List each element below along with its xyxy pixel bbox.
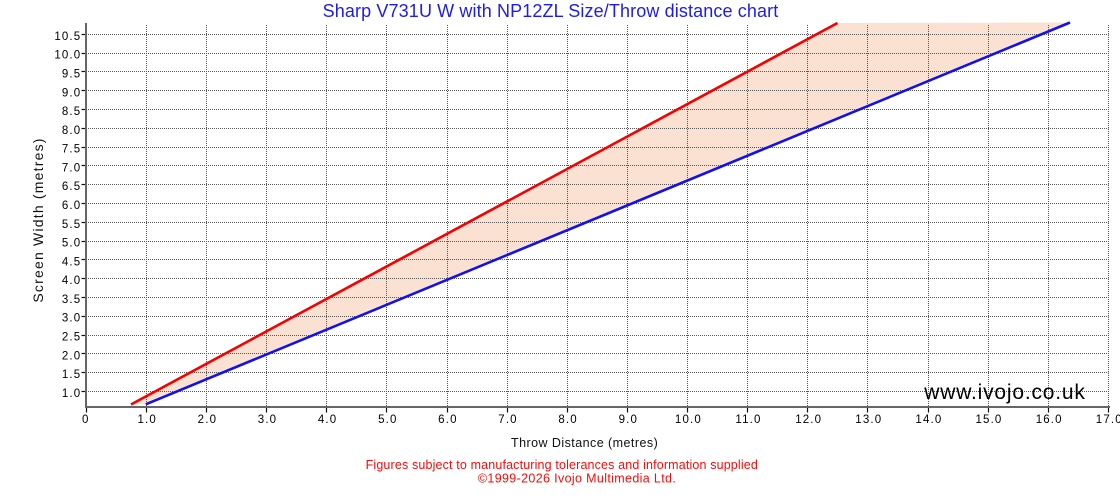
svg-text:9.0: 9.0	[619, 414, 638, 426]
svg-text:14.0: 14.0	[915, 414, 942, 426]
svg-text:10.0: 10.0	[54, 50, 81, 62]
svg-text:2.5: 2.5	[62, 332, 81, 344]
svg-text:6.5: 6.5	[62, 181, 81, 193]
svg-text:2.0: 2.0	[198, 414, 217, 426]
svg-text:13.0: 13.0	[855, 414, 882, 426]
svg-text:7.0: 7.0	[62, 162, 81, 174]
svg-text:10.5: 10.5	[54, 31, 81, 43]
svg-text:5.0: 5.0	[378, 414, 397, 426]
svg-text:9.5: 9.5	[62, 69, 81, 81]
svg-text:www.ivojo.co.uk: www.ivojo.co.uk	[923, 381, 1085, 404]
svg-text:1.0: 1.0	[62, 388, 81, 400]
svg-text:0: 0	[82, 414, 90, 426]
svg-text:7.0: 7.0	[498, 414, 517, 426]
svg-text:Throw Distance (metres): Throw Distance (metres)	[511, 436, 658, 450]
svg-text:Sharp V731U W with NP12ZL Size: Sharp V731U W with NP12ZL Size/Throw dis…	[323, 1, 779, 21]
svg-text:2.0: 2.0	[62, 350, 81, 362]
svg-text:3.0: 3.0	[62, 313, 81, 325]
svg-text:4.0: 4.0	[62, 275, 81, 287]
svg-text:4.5: 4.5	[62, 256, 81, 268]
svg-text:3.5: 3.5	[62, 294, 81, 306]
svg-text:12.0: 12.0	[795, 414, 822, 426]
svg-text:4.0: 4.0	[318, 414, 337, 426]
svg-text:5.5: 5.5	[62, 219, 81, 231]
svg-text:7.5: 7.5	[62, 144, 81, 156]
svg-text:©1999-2026 Ivojo Multimedia Lt: ©1999-2026 Ivojo Multimedia Ltd.	[478, 472, 676, 486]
svg-text:8.5: 8.5	[62, 106, 81, 118]
svg-text:10.0: 10.0	[675, 414, 702, 426]
svg-text:8.0: 8.0	[62, 125, 81, 137]
svg-text:6.0: 6.0	[62, 200, 81, 212]
svg-text:1.5: 1.5	[62, 369, 81, 381]
svg-text:15.0: 15.0	[976, 414, 1003, 426]
svg-text:16.0: 16.0	[1036, 414, 1063, 426]
svg-text:8.0: 8.0	[558, 414, 577, 426]
svg-text:17.0: 17.0	[1096, 414, 1120, 426]
svg-text:6.0: 6.0	[438, 414, 457, 426]
svg-text:1.0: 1.0	[137, 414, 156, 426]
svg-text:11.0: 11.0	[735, 414, 761, 426]
svg-text:Screen Width (metres): Screen Width (metres)	[30, 137, 46, 302]
svg-text:5.0: 5.0	[62, 238, 81, 250]
svg-text:Figures subject to manufacturi: Figures subject to manufacturing toleran…	[366, 458, 758, 472]
svg-text:9.0: 9.0	[62, 87, 81, 99]
svg-text:3.0: 3.0	[258, 414, 277, 426]
